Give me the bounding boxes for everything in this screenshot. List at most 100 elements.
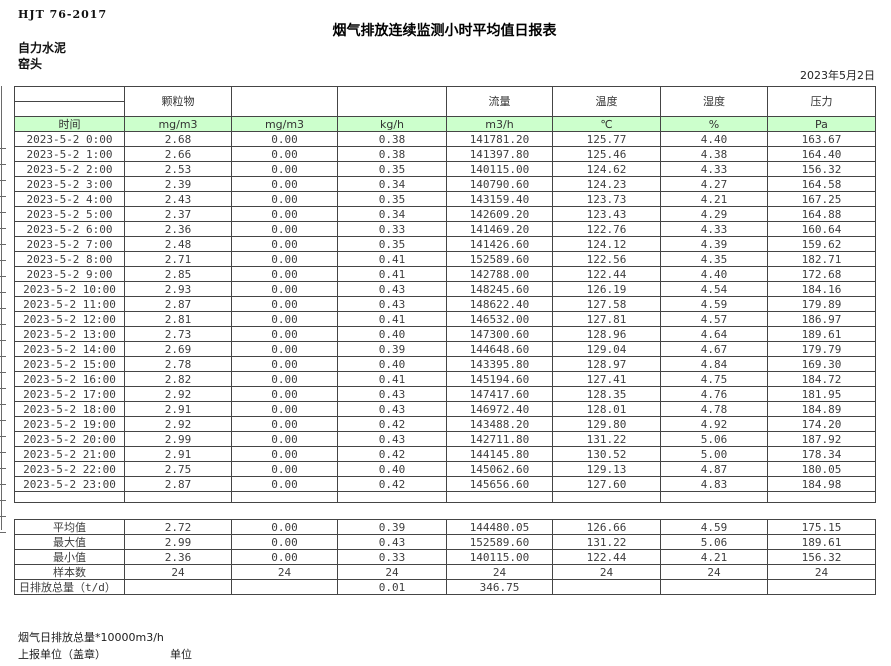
table-row-cell: 145194.60 [446, 371, 553, 387]
table-row-cell: 0.00 [231, 476, 338, 492]
table-row: 2023-5-2 20:00 2.99 0.00 0.43 142711.80 131.2… [14, 431, 876, 447]
table-row-cell: 159.62 [767, 236, 876, 252]
summary-row-cell: 0.39 [337, 519, 447, 535]
table-row-cell: 4.21 [660, 191, 768, 207]
summary-row-label: 最小值 [14, 549, 125, 565]
table-row-cell: 4.33 [660, 221, 768, 237]
table-row-label: 2023-5-2 15:00 [14, 356, 125, 372]
summary-row-cell: 2.99 [124, 534, 232, 550]
table-row-cell: 125.77 [552, 131, 661, 147]
table-row-cell: 0.00 [231, 326, 338, 342]
summary-row-cell: 189.61 [767, 534, 876, 550]
table-row-cell: 143395.80 [446, 356, 553, 372]
table-row: 2023-5-2 21:00 2.91 0.00 0.42 144145.80 130.5… [14, 446, 876, 462]
time-column-label: 时间 [14, 116, 125, 132]
table-row-cell: 122.76 [552, 221, 661, 237]
summary-row: 最大值 2.99 0.00 0.43 152589.60 131.22 5.06 189.61 [14, 534, 876, 550]
table-row-cell: 0.00 [231, 431, 338, 447]
table-row-cell: 0.41 [337, 371, 447, 387]
table-row-label: 2023-5-2 6:00 [14, 221, 125, 237]
table-row: 2023-5-2 13:00 2.73 0.00 0.40 147300.60 128.9… [14, 326, 876, 342]
table-row-cell: 4.40 [660, 266, 768, 282]
table-row-cell: 148622.40 [446, 296, 553, 312]
table-row-cell: 140115.00 [446, 161, 553, 177]
table-row-cell: 2.93 [124, 281, 232, 297]
table-row-cell: 186.97 [767, 311, 876, 327]
summary-row-cell: 152589.60 [446, 534, 553, 550]
table-row-cell: 181.95 [767, 386, 876, 402]
table-row-cell: 2.91 [124, 446, 232, 462]
table-row-cell: 0.00 [231, 371, 338, 387]
table-row: 2023-5-2 3:00 2.39 0.00 0.34 140790.60 124.23… [14, 176, 876, 192]
table-row: 2023-5-2 19:00 2.92 0.00 0.42 143488.20 129.8… [14, 416, 876, 432]
table-row-cell: 2.68 [124, 131, 232, 147]
table-row-label: 2023-5-2 3:00 [14, 176, 125, 192]
col-header-particulate: 颗粒物 [124, 86, 232, 117]
summary-row-cell: 0.00 [231, 549, 338, 565]
table-row-cell: 2.87 [124, 476, 232, 492]
table-row-cell: 0.35 [337, 161, 447, 177]
unit-m3-h: m3/h [446, 116, 553, 132]
table-row-cell: 128.96 [552, 326, 661, 342]
table-row-cell: 143488.20 [446, 416, 553, 432]
table-row-cell: 141469.20 [446, 221, 553, 237]
report-table: 颗粒物 流量 温度 湿度 压力 时间 mg/m3 mg/m3 kg/h m3/h… [14, 86, 876, 503]
table-row-cell: 144145.80 [446, 446, 553, 462]
table-row-cell: 179.79 [767, 341, 876, 357]
table-row-cell: 146532.00 [446, 311, 553, 327]
table-row-cell: 0.00 [231, 461, 338, 477]
table-row-cell: 2.92 [124, 386, 232, 402]
summary-row-cell: 0.00 [231, 519, 338, 535]
summary-row: 平均值 2.72 0.00 0.39 144480.05 126.66 4.59 175.15 [14, 519, 876, 535]
table-row-cell: 2.43 [124, 191, 232, 207]
table-row-cell: 123.73 [552, 191, 661, 207]
unit-label: 单位 [170, 648, 192, 661]
table-row-cell: 2.87 [124, 296, 232, 312]
table-row-label: 2023-5-2 18:00 [14, 401, 125, 417]
table-row-cell: 0.00 [231, 176, 338, 192]
table-row: 2023-5-2 11:00 2.87 0.00 0.43 148622.40 127.5… [14, 296, 876, 312]
table-row-cell: 2.85 [124, 266, 232, 282]
table-row-cell: 0.38 [337, 146, 447, 162]
table-row-cell: 128.97 [552, 356, 661, 372]
table-row-cell: 124.23 [552, 176, 661, 192]
unit-kg-h: kg/h [337, 116, 447, 132]
table-row-cell: 2.82 [124, 371, 232, 387]
table-row-cell: 174.20 [767, 416, 876, 432]
table-row-cell: 123.43 [552, 206, 661, 222]
summary-row-cell: 144480.05 [446, 519, 553, 535]
summary-row-cell: 140115.00 [446, 549, 553, 565]
table-row-cell: 142609.20 [446, 206, 553, 222]
table-row-cell: 4.40 [660, 131, 768, 147]
table-row-label: 2023-5-2 20:00 [14, 431, 125, 447]
table-row-label: 2023-5-2 1:00 [14, 146, 125, 162]
table-row-label: 2023-5-2 10:00 [14, 281, 125, 297]
summary-row-cell [231, 579, 338, 595]
summary-row-cell: 5.06 [660, 534, 768, 550]
summary-row-cell: 131.22 [552, 534, 661, 550]
table-row: 2023-5-2 6:00 2.36 0.00 0.33 141469.20 122.76… [14, 221, 876, 237]
table-row-cell: 4.64 [660, 326, 768, 342]
table-row: 2023-5-2 7:00 2.48 0.00 0.35 141426.60 124.12… [14, 236, 876, 252]
table-row-cell: 4.29 [660, 206, 768, 222]
table-row-cell: 2.37 [124, 206, 232, 222]
table-row-cell: 4.78 [660, 401, 768, 417]
table-row-cell: 5.06 [660, 431, 768, 447]
summary-row-cell: 0.43 [337, 534, 447, 550]
table-row-cell: 0.34 [337, 206, 447, 222]
table-row: 2023-5-2 1:00 2.66 0.00 0.38 141397.80 125.46… [14, 146, 876, 162]
table-row-cell: 4.67 [660, 341, 768, 357]
table-row-cell: 180.05 [767, 461, 876, 477]
table-row-label: 2023-5-2 19:00 [14, 416, 125, 432]
table-row-cell: 0.42 [337, 416, 447, 432]
summary-row-cell: 24 [337, 564, 447, 580]
table-row-cell: 160.64 [767, 221, 876, 237]
table-row-cell: 164.40 [767, 146, 876, 162]
summary-row: 日排放总量（t/d） 0.01 346.75 [14, 579, 876, 595]
summary-row-cell [660, 579, 768, 595]
unit-pa: Pa [767, 116, 876, 132]
table-row-cell: 0.00 [231, 266, 338, 282]
col-header-empty-2 [337, 86, 447, 117]
summary-row-cell: 24 [124, 564, 232, 580]
table-row-cell: 179.89 [767, 296, 876, 312]
